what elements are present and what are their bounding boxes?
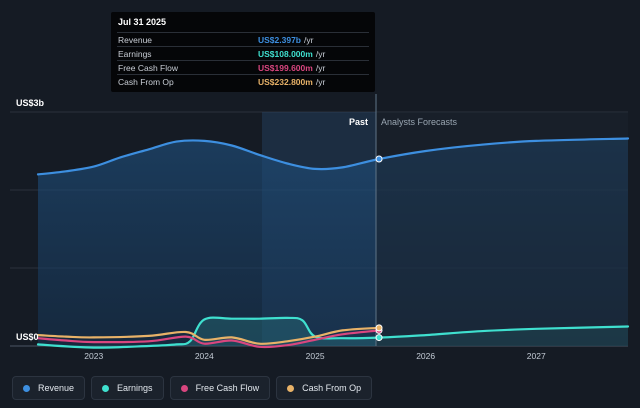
y-tick-label-top: US$3b — [16, 98, 45, 108]
tooltip-row-value: US$199.600m — [258, 62, 313, 73]
series-area-revenue — [38, 138, 628, 346]
tooltip: Jul 31 2025 Revenue US$2.397b/yr Earnings U… — [111, 12, 375, 92]
y-tick-label-bottom: US$0 — [16, 332, 39, 342]
tooltip-row-value: US$232.800m — [258, 76, 313, 87]
tooltip-row-unit: /yr — [315, 76, 326, 87]
tooltip-date: Jul 31 2025 — [118, 17, 167, 27]
tooltip-row: Cash From Op US$232.800m/yr — [117, 74, 369, 88]
x-tick-label: 2023 — [84, 351, 103, 361]
marker-revenue — [375, 155, 383, 163]
series-line-revenue — [36, 137, 630, 176]
series-line-earnings — [36, 316, 630, 349]
marker-cash-from-op — [375, 324, 383, 332]
x-tick-label: 2026 — [416, 351, 435, 361]
tooltip-row-unit: /yr — [304, 34, 314, 45]
tooltip-row: Revenue US$2.397b/yr — [117, 32, 369, 46]
x-tick-label: 2025 — [306, 351, 325, 361]
x-tick-label: 2027 — [527, 351, 546, 361]
tooltip-row-label: Revenue — [118, 34, 153, 45]
legend: Revenue Earnings Free Cash Flow Cash From O… — [12, 376, 373, 400]
tooltip-row-label: Earnings — [118, 48, 152, 59]
series-area-earnings — [38, 317, 628, 348]
legend-dot-icon — [23, 384, 30, 392]
legend-item-earnings[interactable]: Earnings — [91, 376, 164, 400]
legend-dot-icon — [287, 384, 295, 392]
legend-dot-icon — [180, 384, 188, 392]
legend-label: Earnings — [117, 383, 153, 393]
legend-item-revenue[interactable]: Revenue — [12, 376, 86, 400]
forecast-label: Analysts Forecasts — [381, 117, 458, 127]
tooltip-row-unit: /yr — [315, 48, 326, 59]
tooltip-row: Earnings US$108.000m/yr — [117, 46, 369, 60]
past-label: Past — [349, 117, 368, 127]
tooltip-row-unit: /yr — [315, 62, 326, 73]
x-tick-label: 2024 — [195, 351, 214, 361]
legend-label: Cash From Op — [302, 383, 362, 393]
tooltip-row-label: Free Cash Flow — [118, 62, 178, 73]
series-line-cash-from-op — [36, 326, 381, 345]
tooltip-row-value: US$2.397b — [258, 34, 301, 45]
forecast-shade — [376, 112, 628, 346]
legend-label: Free Cash Flow — [195, 383, 260, 393]
series-line-free-cash-flow — [36, 329, 381, 349]
marker-earnings — [375, 334, 383, 342]
tooltip-row-value: US$108.000m — [258, 48, 313, 59]
tooltip-row-label: Cash From Op — [118, 76, 174, 87]
tooltip-row: Free Cash Flow US$199.600m/yr — [117, 60, 369, 74]
legend-item-cash-from-op[interactable]: Cash From Op — [276, 376, 373, 400]
legend-label: Revenue — [38, 383, 75, 393]
legend-dot-icon — [102, 384, 110, 392]
legend-item-free-cash-flow[interactable]: Free Cash Flow — [169, 376, 271, 400]
